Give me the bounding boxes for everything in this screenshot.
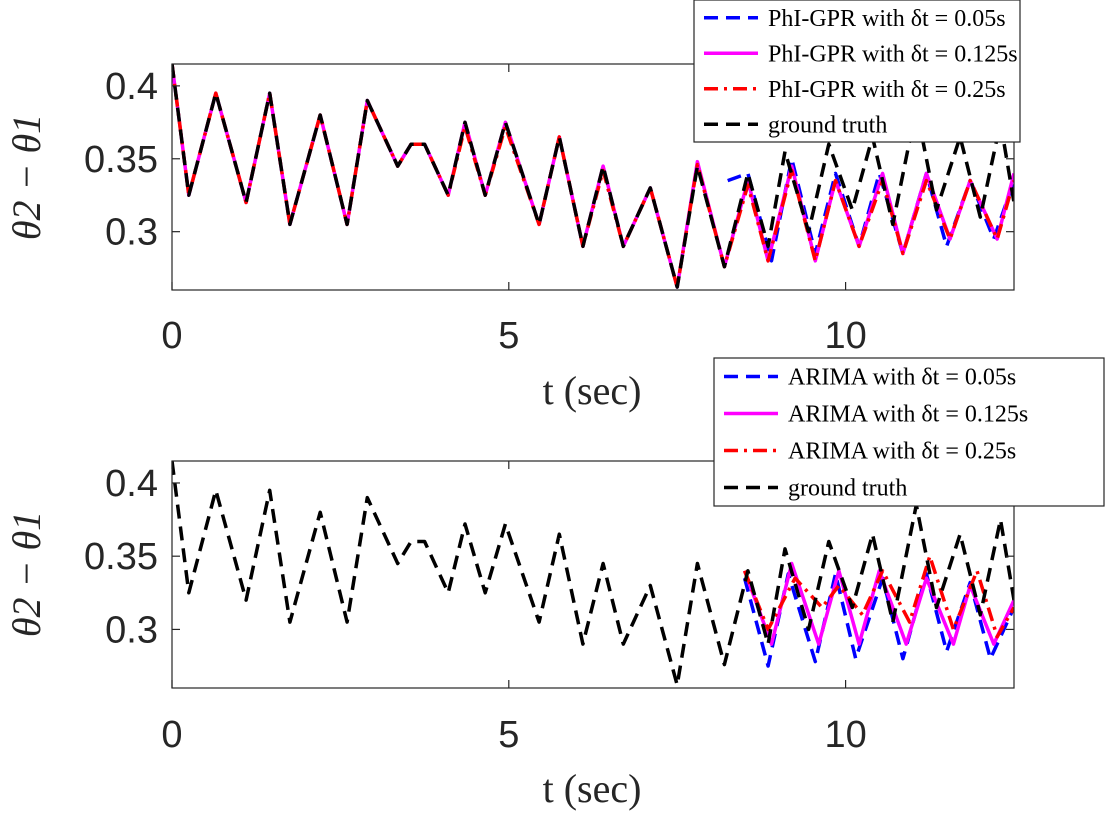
x-tick-label: 10 — [824, 315, 866, 357]
x-tick-label: 0 — [161, 315, 182, 357]
series-group — [172, 64, 1014, 289]
bottom-panel: 0 5 10 0.3 0.35 0.4 t (sec) θ2 − θ1 ARIMA with δ… — [4, 357, 1105, 811]
legend-label-1: PhI-GPR with δt = 0.125s — [768, 41, 1018, 67]
legend-box — [713, 357, 1105, 507]
legend-label-0: PhI-GPR with δt = 0.05s — [768, 6, 1006, 32]
y-tick-label: 0.3 — [105, 609, 158, 651]
legend: PhI-GPR with δt = 0.05s PhI-GPR with δt =… — [693, 0, 1021, 143]
y-tick-label: 0.3 — [105, 212, 158, 254]
legend-label-2: PhI-GPR with δt = 0.25s — [768, 77, 1006, 103]
series-line-3 — [172, 461, 1014, 687]
x-axis-label: t (sec) — [543, 368, 642, 413]
axes-frame — [171, 63, 1015, 291]
legend-label-2: ARIMA with δt = 0.25s — [788, 439, 1016, 465]
y-tick-label: 0.4 — [105, 66, 158, 108]
legend-label-0: ARIMA with δt = 0.05s — [788, 365, 1016, 391]
top-panel: 0 5 10 0.3 0.35 0.4 t (sec) θ2 − θ1 PhI-GPR with… — [4, 0, 1021, 413]
y-axis-label: θ2 − θ1 — [4, 114, 49, 240]
x-tick-label: 5 — [498, 714, 519, 756]
axes-frame — [171, 460, 1015, 689]
x-axis-label: t (sec) — [543, 766, 642, 811]
legend-label-3: ground truth — [788, 476, 907, 502]
y-axis-label: θ2 − θ1 — [4, 511, 49, 637]
legend: ARIMA with δt = 0.05s ARIMA with δt = 0.1… — [713, 357, 1105, 507]
x-tick-label: 5 — [498, 315, 519, 357]
y-tick-label: 0.35 — [84, 536, 158, 578]
x-tick-label: 0 — [161, 714, 182, 756]
series-group — [172, 461, 1014, 687]
x-tick-label: 10 — [824, 714, 866, 756]
y-tick-label: 0.4 — [105, 463, 158, 505]
legend-box — [693, 0, 1021, 143]
legend-label-1: ARIMA with δt = 0.125s — [788, 402, 1028, 428]
legend-label-3: ground truth — [768, 112, 887, 138]
y-tick-label: 0.35 — [84, 139, 158, 181]
